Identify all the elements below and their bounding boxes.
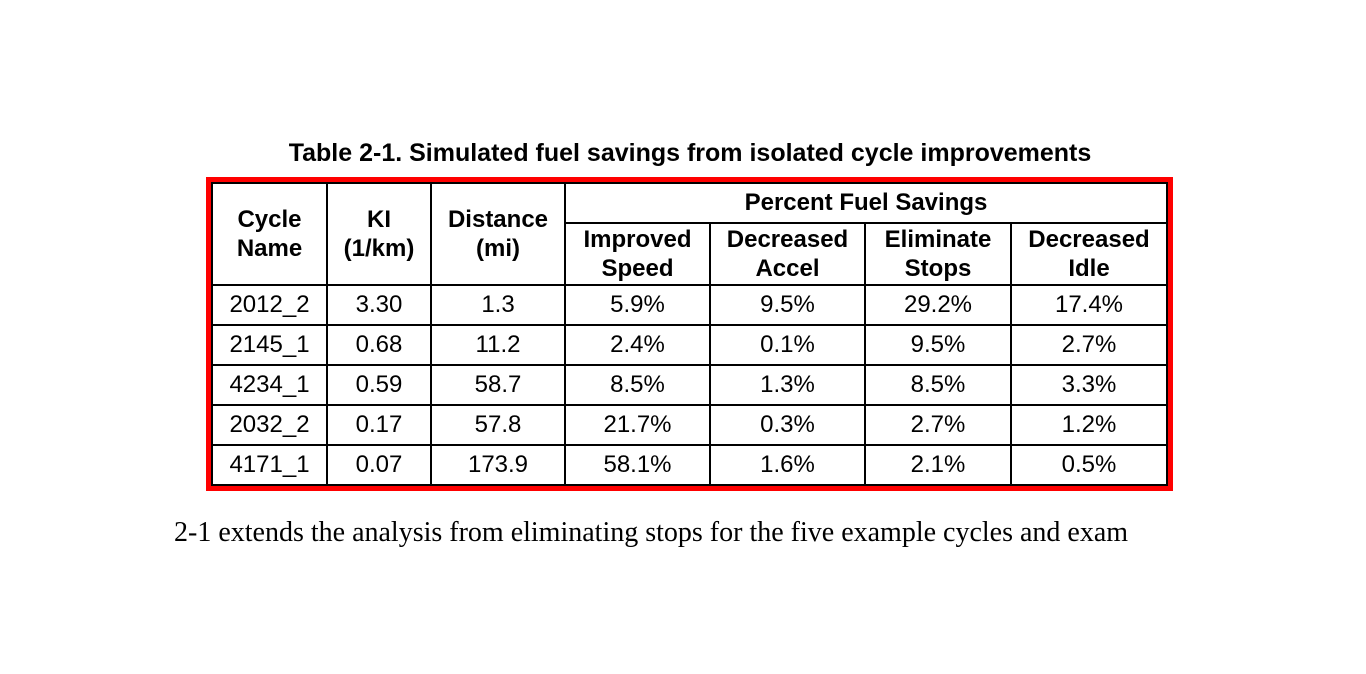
col-header-distance: Distance (mi) (430, 182, 566, 286)
cell-decreased-accel: 9.5% (709, 284, 866, 326)
cell-improved-speed: 58.1% (564, 444, 711, 486)
cell-ki: 3.30 (326, 284, 432, 326)
cell-distance: 11.2 (430, 324, 566, 366)
header-row-group: Cycle Name KI (1/km) Distance (mi) Perce… (211, 182, 1168, 286)
cell-decreased-idle: 1.2% (1010, 404, 1168, 446)
table-row: 2145_1 0.68 11.2 2.4% 0.1% 9.5% 2.7% (211, 324, 1168, 366)
cell-distance: 173.9 (430, 444, 566, 486)
cell-distance: 1.3 (430, 284, 566, 326)
fuel-savings-table-frame: Cycle Name KI (1/km) Distance (mi) Perce… (206, 177, 1173, 491)
cell-ki: 0.68 (326, 324, 432, 366)
col-header-decreased-idle: Decreased Idle (1010, 222, 1168, 286)
cell-decreased-idle: 0.5% (1010, 444, 1168, 486)
col-header-eliminate-stops: Eliminate Stops (864, 222, 1012, 286)
table-row: 2012_2 3.30 1.3 5.9% 9.5% 29.2% 17.4% (211, 284, 1168, 326)
header-row-sub: Improved Speed Decreased Accel Eliminate… (212, 222, 1168, 286)
cell-cycle-name: 2032_2 (211, 404, 328, 446)
col-header-decreased-accel: Decreased Accel (709, 222, 866, 286)
cell-ki: 0.07 (326, 444, 432, 486)
cell-eliminate-stops: 9.5% (864, 324, 1012, 366)
cell-cycle-name: 2012_2 (211, 284, 328, 326)
cell-cycle-name: 4171_1 (211, 444, 328, 486)
cell-improved-speed: 2.4% (564, 324, 711, 366)
col-header-cycle-name: Cycle Name (211, 182, 328, 286)
col-group-header-percent-fuel-savings: Percent Fuel Savings (564, 182, 1168, 224)
table-caption: Table 2-1. Simulated fuel savings from i… (288, 139, 1092, 167)
cell-eliminate-stops: 8.5% (864, 364, 1012, 406)
cell-decreased-accel: 1.6% (709, 444, 866, 486)
col-header-improved-speed: Improved Speed (564, 222, 711, 286)
cell-decreased-idle: 3.3% (1010, 364, 1168, 406)
table-row: 4234_1 0.59 58.7 8.5% 1.3% 8.5% 3.3% (211, 364, 1168, 406)
cell-eliminate-stops: 2.1% (864, 444, 1012, 486)
cell-improved-speed: 5.9% (564, 284, 711, 326)
cell-ki: 0.17 (326, 404, 432, 446)
cell-improved-speed: 21.7% (564, 404, 711, 446)
fuel-savings-table: Cycle Name KI (1/km) Distance (mi) Perce… (211, 182, 1168, 486)
cell-cycle-name: 2145_1 (211, 324, 328, 366)
cell-eliminate-stops: 2.7% (864, 404, 1012, 446)
col-header-ki: KI (1/km) (326, 182, 432, 286)
paragraph-text: 2-1 extends the analysis from eliminatin… (174, 517, 1129, 548)
cell-distance: 58.7 (430, 364, 566, 406)
cell-ki: 0.59 (326, 364, 432, 406)
cell-distance: 57.8 (430, 404, 566, 446)
cell-decreased-accel: 1.3% (709, 364, 866, 406)
cell-decreased-accel: 0.3% (709, 404, 866, 446)
cell-decreased-idle: 2.7% (1010, 324, 1168, 366)
table-row: 2032_2 0.17 57.8 21.7% 0.3% 2.7% 1.2% (211, 404, 1168, 446)
table-row: 4171_1 0.07 173.9 58.1% 1.6% 2.1% 0.5% (211, 444, 1168, 486)
cell-decreased-accel: 0.1% (709, 324, 866, 366)
cell-improved-speed: 8.5% (564, 364, 711, 406)
cell-cycle-name: 4234_1 (211, 364, 328, 406)
cell-decreased-idle: 17.4% (1010, 284, 1168, 326)
cell-eliminate-stops: 29.2% (864, 284, 1012, 326)
